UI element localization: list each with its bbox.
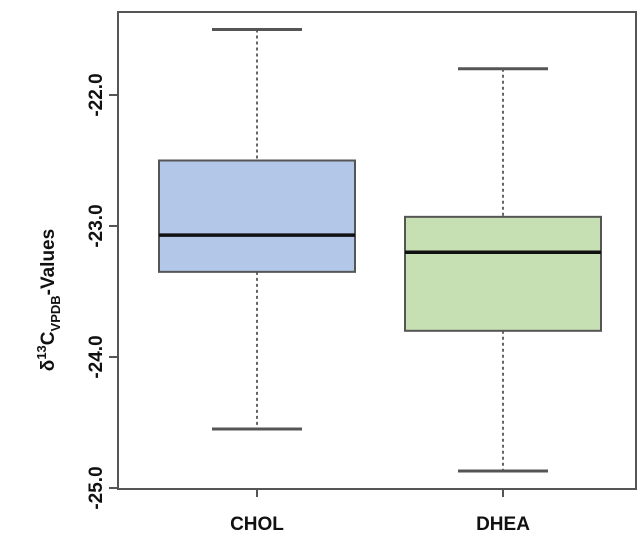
x-tick-label: DHEA <box>476 514 530 535</box>
y-tick-label: -23.0 <box>86 204 107 247</box>
x-tick-label: CHOL <box>230 514 284 535</box>
y-tick-label: -24.0 <box>86 335 107 378</box>
y-axis-label: δ13CVPDB-Values <box>34 229 63 371</box>
plot-frame <box>117 11 637 490</box>
y-tick-label: -25.0 <box>86 466 107 509</box>
y-tick-label: -22.0 <box>86 73 107 116</box>
box-chol <box>158 159 356 273</box>
box-dhea <box>404 215 602 332</box>
